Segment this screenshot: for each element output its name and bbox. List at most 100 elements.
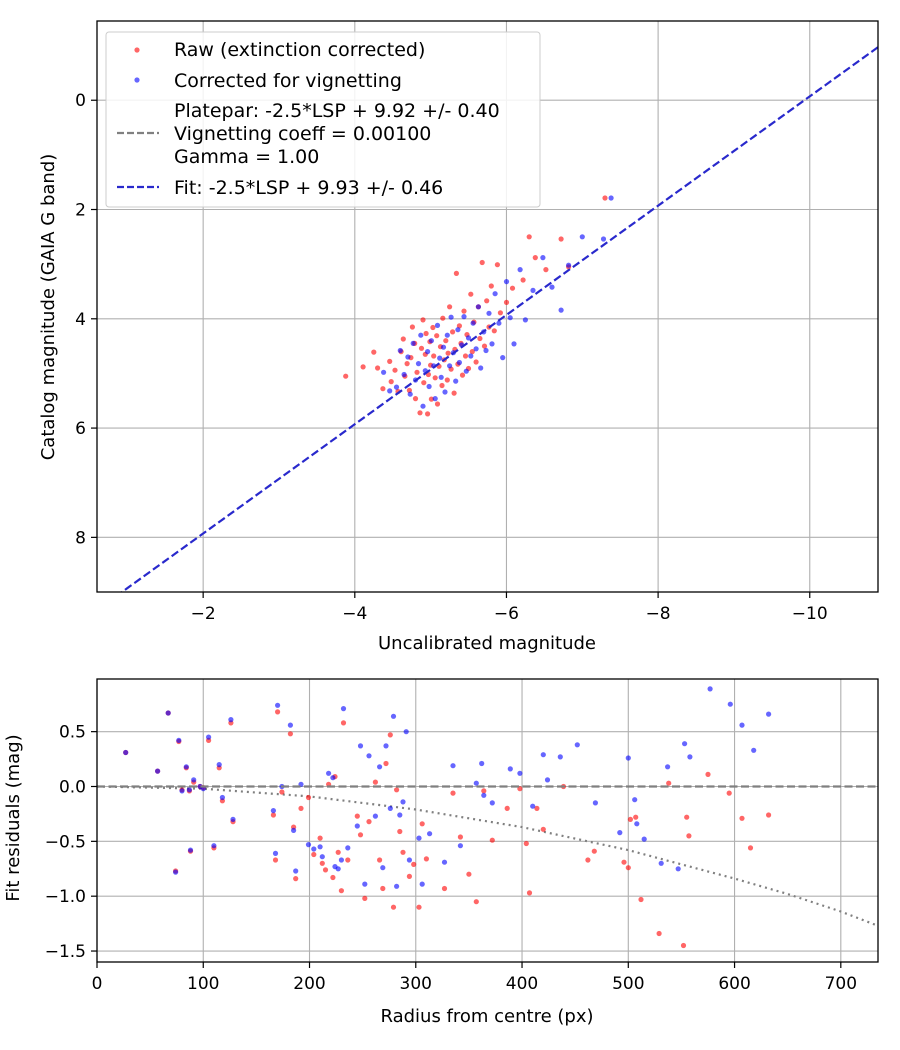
corrected-point [338, 857, 344, 863]
raw-point [747, 845, 754, 851]
raw-point [421, 380, 427, 386]
corrected-point [437, 355, 443, 361]
corrected-point [354, 823, 360, 829]
x-axis-label: Radius from centre (px) [380, 1006, 593, 1027]
raw-point [439, 382, 445, 389]
raw-point [666, 780, 672, 786]
raw-point [388, 379, 394, 385]
corrected-point [216, 762, 222, 768]
raw-point [680, 942, 687, 949]
raw-point [380, 885, 386, 892]
corrected-point [335, 866, 341, 872]
x-tick-label: −2 [191, 604, 216, 624]
corrected-point [319, 854, 325, 860]
corrected-point [492, 291, 498, 297]
corrected-point [574, 742, 580, 748]
raw-point [705, 771, 711, 778]
corrected-point [450, 763, 456, 769]
y-tick-label: 4 [75, 310, 86, 330]
legend-label-platepar: Platepar: -2.5*LSP + 9.92 +/- 0.40 Vignet… [174, 100, 500, 168]
corrected-point [415, 361, 422, 367]
raw-point [526, 234, 532, 240]
plot-area [120, 46, 878, 592]
raw-point [447, 304, 453, 310]
x-axis-ticks: 0 100 200 300 400 500 600 700 [92, 962, 857, 994]
corrected-point [440, 344, 447, 350]
corrected-point [453, 378, 459, 384]
x-tick-label: 400 [506, 974, 538, 994]
corrected-point [186, 787, 192, 793]
raw-point [397, 828, 403, 835]
raw-point [494, 262, 500, 268]
corrected-point [478, 365, 484, 371]
raw-point [509, 285, 516, 291]
corrected-point [380, 865, 386, 871]
corrected-point [219, 794, 225, 801]
corrected-point [403, 729, 409, 735]
raw-point [406, 873, 412, 880]
corrected-point [293, 868, 299, 874]
raw-point [451, 390, 457, 396]
corrected-point [176, 737, 182, 744]
corrected-point [470, 320, 476, 326]
raw-point [484, 298, 490, 304]
raw-point [372, 779, 378, 785]
raw-point [409, 324, 415, 330]
corrected-point [366, 753, 372, 759]
raw-point [275, 709, 281, 715]
raw-point [469, 349, 475, 355]
raw-point [489, 837, 495, 843]
corrected-point [425, 349, 431, 355]
corrected-point [291, 827, 297, 834]
raw-point [362, 895, 368, 902]
corrected-point [357, 743, 364, 749]
corrected-point [272, 850, 279, 857]
legend-label-raw: Raw (extinction corrected) [174, 39, 425, 61]
raw-point [481, 343, 488, 349]
x-tick-label: 100 [187, 974, 219, 994]
plot-frame [96, 678, 879, 963]
corrected-point [592, 800, 599, 806]
raw-point [633, 814, 639, 820]
corrected-point [473, 780, 479, 786]
corrected-point [540, 255, 546, 261]
raw-point [585, 857, 591, 863]
raw-point [450, 790, 456, 796]
raw-point [343, 373, 349, 379]
raw-point [270, 812, 276, 818]
raw-point [338, 888, 344, 894]
raw-point [404, 361, 410, 367]
corrected-point [419, 881, 425, 887]
corrected-point [397, 347, 403, 354]
raw-point [354, 813, 360, 819]
y-tick-label: 0.5 [59, 723, 86, 743]
raw-point [444, 377, 450, 383]
x-axis-label: Uncalibrated magnitude [378, 633, 596, 654]
corrected-point [544, 777, 551, 783]
raw-point [526, 890, 533, 896]
corrected-point [600, 236, 607, 242]
residuals-chart: 0 100 200 300 400 500 600 700 0.5 0.0 −0.5 −1.0 −1.… [3, 678, 879, 1027]
raw-point [477, 335, 483, 342]
corrected-point [438, 374, 444, 380]
vignetting-model-curve [97, 785, 878, 927]
raw-point [416, 904, 422, 910]
raw-point [440, 315, 446, 321]
corrected-point [427, 831, 433, 837]
corrected-point [410, 340, 416, 346]
corrected-point [390, 713, 397, 719]
corrected-point [372, 813, 378, 819]
corrected-point [727, 701, 733, 707]
corrected-point [155, 768, 161, 774]
raw-point [425, 411, 431, 417]
raw-point [473, 359, 479, 365]
corrected-point [486, 310, 492, 316]
corrected-point [123, 749, 129, 756]
corrected-point [387, 805, 393, 812]
raw-point [625, 865, 631, 871]
corrected-point [687, 754, 693, 760]
corrected-point [397, 812, 403, 818]
corrected-point [632, 797, 638, 803]
corrected-point [448, 314, 454, 320]
